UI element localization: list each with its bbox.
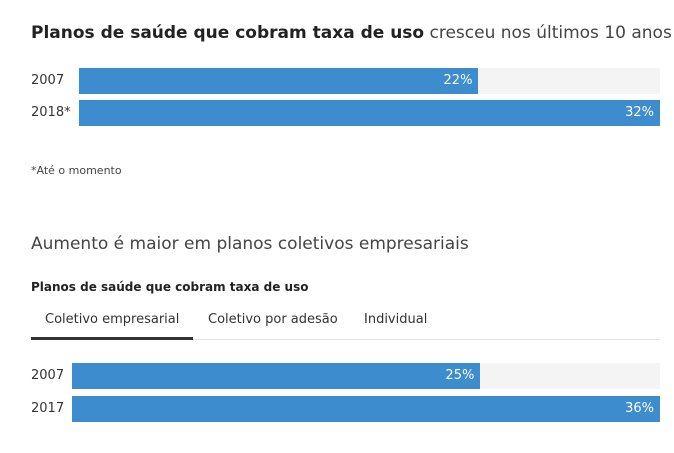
chart2-category-label: 2017 — [31, 401, 65, 416]
chart1-bar-track: 32% — [79, 100, 660, 126]
chart2-bar-track: 36% — [72, 396, 660, 422]
chart2-bar: 36% — [72, 396, 660, 422]
chart1-bar: 22% — [79, 68, 479, 94]
section2-subtitle: Planos de saúde que cobram taxa de uso — [31, 280, 309, 294]
tab-coletivo-por-adesao[interactable]: Coletivo por adesão — [208, 312, 338, 327]
section2-title: Aumento é maior em planos coletivos empr… — [31, 234, 469, 254]
plan-type-tabs: Coletivo empresarial Coletivo por adesão… — [31, 308, 660, 340]
tab-coletivo-empresarial[interactable]: Coletivo empresarial — [31, 308, 194, 340]
chart1-bar-value: 32% — [625, 105, 654, 120]
chart1-category-label: 2018* — [31, 105, 71, 120]
chart1-bar-track: 22% — [79, 68, 660, 94]
tab-individual[interactable]: Individual — [364, 312, 428, 327]
chart1-category-label: 2007 — [31, 73, 65, 88]
chart2-bar-track: 25% — [72, 363, 660, 389]
chart2-bar-value: 36% — [625, 401, 654, 416]
chart1-bar-value: 22% — [443, 73, 473, 88]
chart1-bar: 32% — [79, 100, 660, 126]
chart1-title-rest: cresceu nos últimos 10 anos — [424, 23, 672, 43]
chart2-category-label: 2007 — [31, 368, 65, 383]
chart2-bar: 25% — [72, 363, 481, 389]
chart1-title-bold: Planos de saúde que cobram taxa de uso — [31, 23, 425, 43]
chart2-bar-value: 25% — [445, 368, 475, 383]
chart1-title: Planos de saúde que cobram taxa de uso c… — [31, 22, 672, 44]
chart1-footnote: *Até o momento — [31, 164, 122, 177]
